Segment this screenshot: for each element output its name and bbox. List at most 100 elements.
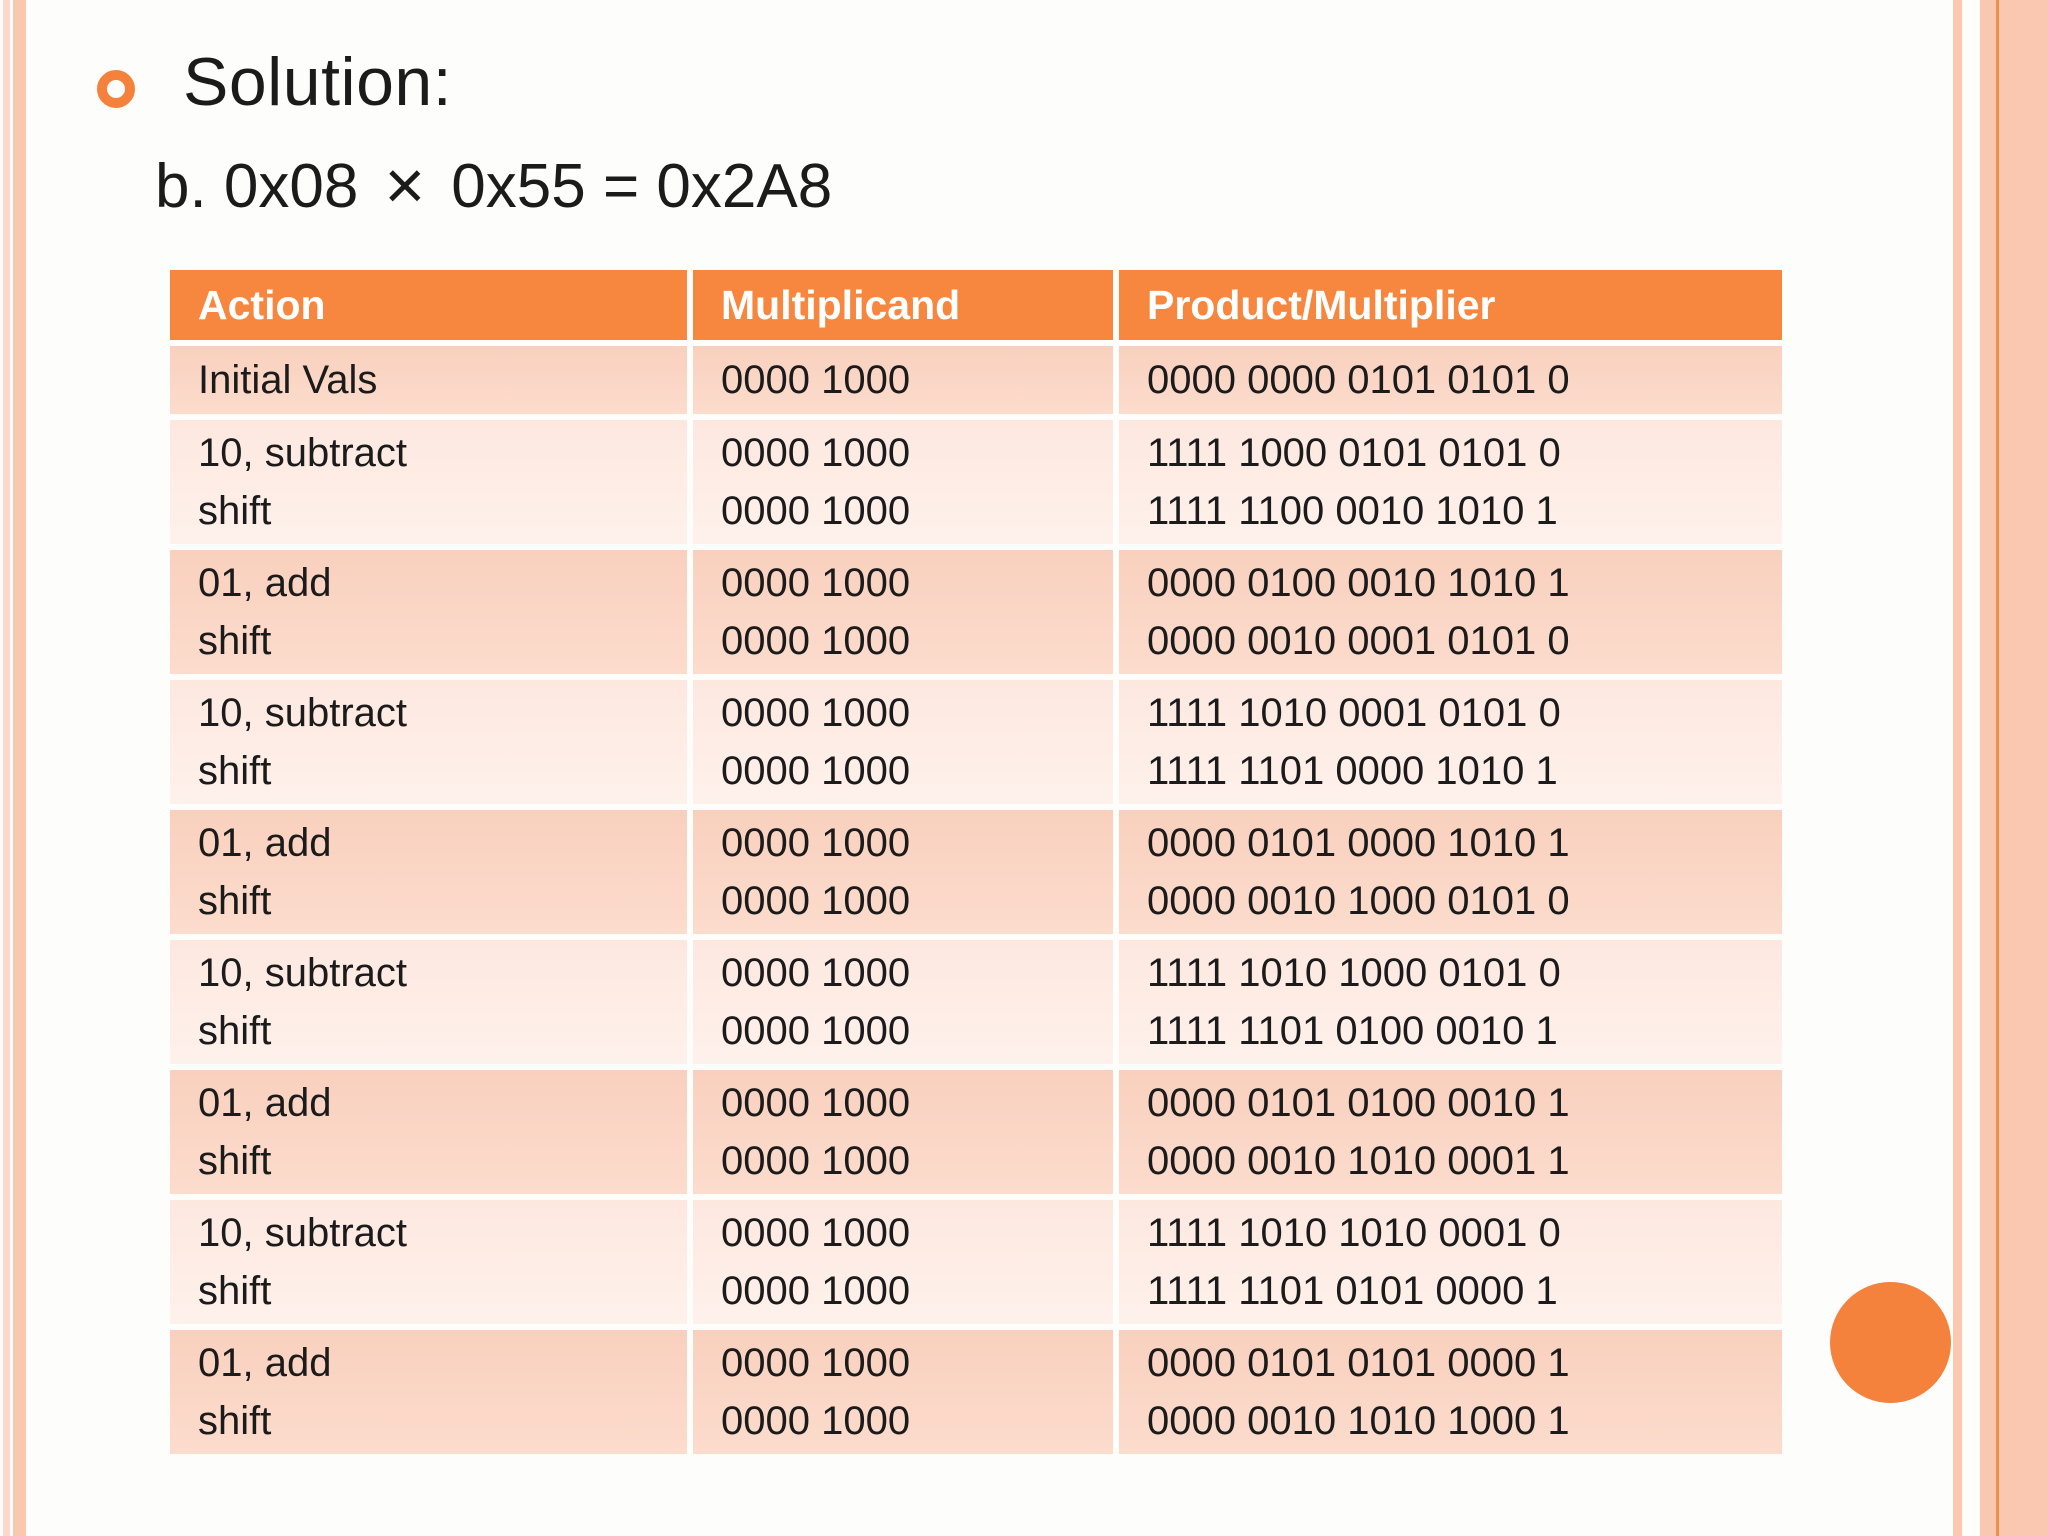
cell-line: 0000 0101 0100 0010 1	[1147, 1081, 1570, 1125]
action-cell: 01, add shift	[170, 1070, 687, 1194]
cell-line: Initial Vals	[198, 358, 378, 402]
cell-line: 0000 1000	[721, 1139, 911, 1183]
table-row: 10, subtract shift 0000 1000 0000 1000 111…	[170, 420, 1782, 544]
table-header-row: Action Multiplicand Product/Multiplier	[170, 270, 1782, 340]
cell-line: 0000 0101 0000 1010 1	[1147, 821, 1570, 865]
right-edge-stripe-outer	[1980, 0, 2048, 1536]
cell-line: shift	[198, 1139, 272, 1183]
cell-line: 1111 1101 0000 1010 1	[1147, 749, 1558, 793]
multiplicand-cell: 0000 1000 0000 1000	[693, 1070, 1113, 1194]
table-row: Initial Vals 0000 1000 0000 0000 0101 01…	[170, 346, 1782, 414]
product-multiplier-cell: 1111 1010 1010 0001 0 1111 1101 0101 0000…	[1119, 1200, 1782, 1324]
cell-line: shift	[198, 879, 272, 923]
cell-line: 0000 1000	[721, 691, 911, 735]
booth-multiplication-table: Action Multiplicand Product/Multiplier I…	[170, 270, 1782, 1454]
product-multiplier-cell: 1111 1010 0001 0101 0 1111 1101 0000 1010…	[1119, 680, 1782, 804]
slide-title: Solution:	[183, 44, 453, 120]
cell-line: 10, subtract	[198, 1211, 408, 1255]
left-edge-stripe-inner	[13, 0, 26, 1536]
action-cell: 10, subtract shift	[170, 420, 687, 544]
multiplicand-cell: 0000 1000 0000 1000	[693, 940, 1113, 1064]
product-multiplier-cell: 1111 1010 1000 0101 0 1111 1101 0100 0010…	[1119, 940, 1782, 1064]
cell-line: shift	[198, 749, 272, 793]
cell-line: 0000 1000	[721, 358, 911, 402]
right-edge-accent-line	[1996, 0, 1999, 1536]
cell-line: 10, subtract	[198, 691, 408, 735]
title-row: Solution:	[97, 48, 452, 116]
cell-line: shift	[198, 1009, 272, 1053]
cell-line: 1111 1010 0001 0101 0	[1147, 691, 1561, 735]
table-row: 01, add shift 0000 1000 0000 1000 0000 010…	[170, 1070, 1782, 1194]
product-multiplier-cell: 0000 0101 0000 1010 1 0000 0010 1000 0101…	[1119, 810, 1782, 934]
cell-line: 0000 0100 0010 1010 1	[1147, 561, 1570, 605]
action-cell: 10, subtract shift	[170, 940, 687, 1064]
multiplicand-cell: 0000 1000 0000 1000	[693, 420, 1113, 544]
cell-line: 1111 1010 1000 0101 0	[1147, 951, 1561, 995]
table-row: 10, subtract shift 0000 1000 0000 1000 111…	[170, 940, 1782, 1064]
cell-line: 0000 1000	[721, 1211, 911, 1255]
product-multiplier-cell: 0000 0101 0100 0010 1 0000 0010 1010 0001…	[1119, 1070, 1782, 1194]
cell-line: shift	[198, 619, 272, 663]
cell-line: 0000 1000	[721, 489, 911, 533]
table-row: 01, add shift 0000 1000 0000 1000 0000 010…	[170, 1330, 1782, 1454]
cell-line: shift	[198, 1399, 272, 1443]
cell-line: 0000 1000	[721, 431, 911, 475]
bullet-circle-icon	[97, 70, 135, 108]
cell-line: 01, add	[198, 1341, 332, 1385]
header-action: Action	[170, 270, 687, 340]
cell-line: 1111 1000 0101 0101 0	[1147, 431, 1561, 475]
action-cell: 01, add shift	[170, 550, 687, 674]
equation-prefix: b. 0x08	[155, 152, 359, 221]
cell-line: 0000 1000	[721, 1081, 911, 1125]
multiplicand-cell: 0000 1000 0000 1000	[693, 1200, 1113, 1324]
table-row: 01, add shift 0000 1000 0000 1000 0000 010…	[170, 810, 1782, 934]
equation-suffix: 0x55 = 0x2A8	[451, 152, 833, 221]
cell-line: 0000 1000	[721, 1341, 911, 1385]
cell-line: 0000 1000	[721, 749, 911, 793]
cell-line: 0000 1000	[721, 1269, 911, 1313]
cell-line: 1111 1101 0101 0000 1	[1147, 1269, 1558, 1313]
cell-line: 0000 1000	[721, 619, 911, 663]
right-edge-stripe-inner	[1953, 0, 1962, 1536]
cell-line: 10, subtract	[198, 951, 408, 995]
left-edge-stripe-outer	[3, 0, 10, 1536]
cell-line: 0000 1000	[721, 1399, 911, 1443]
header-multiplicand: Multiplicand	[693, 270, 1113, 340]
cell-line: 0000 0010 1000 0101 0	[1147, 879, 1570, 923]
product-multiplier-cell: 0000 0101 0101 0000 1 0000 0010 1010 1000…	[1119, 1330, 1782, 1454]
cell-line: 0000 0010 0001 0101 0	[1147, 619, 1570, 663]
cell-line: 0000 0000 0101 0101 0	[1147, 358, 1570, 402]
cell-line: 01, add	[198, 561, 332, 605]
table-row: 01, add shift 0000 1000 0000 1000 0000 010…	[170, 550, 1782, 674]
multiplicand-cell: 0000 1000 0000 1000	[693, 1330, 1113, 1454]
cell-line: 01, add	[198, 1081, 332, 1125]
action-cell: 10, subtract shift	[170, 1200, 687, 1324]
cell-line: 0000 1000	[721, 1009, 911, 1053]
cell-line: 01, add	[198, 821, 332, 865]
cell-line: 10, subtract	[198, 431, 408, 475]
cell-line: 1111 1101 0100 0010 1	[1147, 1009, 1558, 1053]
product-multiplier-cell: 0000 0100 0010 1010 1 0000 0010 0001 0101…	[1119, 550, 1782, 674]
cell-line: 0000 1000	[721, 879, 911, 923]
cell-line: 0000 1000	[721, 561, 911, 605]
cell-line: 0000 1000	[721, 821, 911, 865]
multiply-operator: ×	[384, 146, 426, 224]
table-row: 10, subtract shift 0000 1000 0000 1000 111…	[170, 680, 1782, 804]
cell-line: shift	[198, 1269, 272, 1313]
cell-line: 0000 0101 0101 0000 1	[1147, 1341, 1570, 1385]
action-cell: 01, add shift	[170, 1330, 687, 1454]
equation-line: b. 0x08 × 0x55 = 0x2A8	[155, 148, 832, 222]
cell-line: shift	[198, 489, 272, 533]
product-multiplier-cell: 0000 0000 0101 0101 0	[1119, 346, 1782, 414]
cell-line: 1111 1100 0010 1010 1	[1147, 489, 1558, 533]
cell-line: 1111 1010 1010 0001 0	[1147, 1211, 1561, 1255]
action-cell: Initial Vals	[170, 346, 687, 414]
header-product-multiplier: Product/Multiplier	[1119, 270, 1782, 340]
action-cell: 01, add shift	[170, 810, 687, 934]
multiplicand-cell: 0000 1000 0000 1000	[693, 550, 1113, 674]
product-multiplier-cell: 1111 1000 0101 0101 0 1111 1100 0010 1010…	[1119, 420, 1782, 544]
multiplicand-cell: 0000 1000 0000 1000	[693, 680, 1113, 804]
cell-line: 0000 1000	[721, 951, 911, 995]
multiplicand-cell: 0000 1000	[693, 346, 1113, 414]
table-row: 10, subtract shift 0000 1000 0000 1000 111…	[170, 1200, 1782, 1324]
